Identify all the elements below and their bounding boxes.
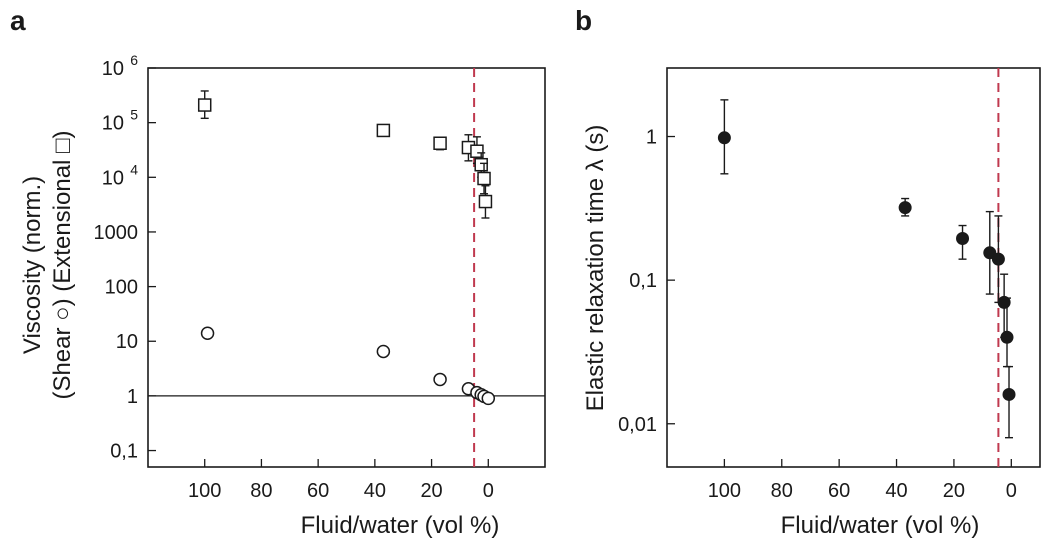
panel-b-y-axis-label: Elastic relaxation time λ (s): [582, 125, 609, 412]
panel-a-y-tick-label: 10: [102, 58, 124, 80]
panel-b-relaxation-point: [1003, 388, 1015, 400]
panel-a-extensional-point: [478, 173, 490, 185]
panel-a-y-tick-label: 100: [105, 277, 138, 299]
panel-a-x-tick-label: 60: [307, 480, 329, 502]
panel-a-extensional-point: [377, 124, 389, 136]
panel-label-b: b: [575, 5, 592, 36]
panel-b-relaxation-point: [957, 232, 969, 244]
panel-a-y-tick-label: 1000: [94, 222, 139, 244]
panel-a-y-tick-label: 10: [102, 167, 124, 189]
panel-a-x-tick-label: 20: [420, 480, 442, 502]
panel-a-y-tick-exponent: 5: [130, 107, 138, 123]
panel-a-x-tick-label: 40: [364, 480, 386, 502]
panel-a-plot-frame: [148, 68, 545, 467]
panel-a-extensional-point: [434, 137, 446, 149]
panel-a-shear-point: [482, 392, 494, 404]
panel-b-x-tick-label: 80: [771, 480, 793, 502]
panel-a-y-axis-label-line2: (Shear ○) (Extensional □): [49, 130, 76, 399]
panel-a-x-axis-label: Fluid/water (vol %): [301, 512, 500, 539]
panel-b-x-tick-label: 0: [1006, 480, 1017, 502]
panel-b-y-tick-label: 0,01: [618, 414, 657, 436]
panel-b-plot: 100 80 60 40 20 0 0,01 0,1 1: [618, 68, 1040, 502]
panel-a-extensional-point: [199, 99, 211, 111]
panel-b-x-axis-label: Fluid/water (vol %): [781, 512, 980, 539]
panel-a-shear-point: [377, 345, 389, 357]
panel-b-relaxation-point: [992, 253, 1004, 265]
panel-a-shear-point: [434, 373, 446, 385]
panel-a-y-axis-label-line1: Viscosity (norm.): [19, 176, 46, 354]
panel-a-y-tick-label: 10: [116, 331, 138, 353]
panel-a-y-tick-label: 1: [127, 386, 138, 408]
panel-b-relaxation-point: [899, 202, 911, 214]
panel-b-x-tick-label: 100: [708, 480, 741, 502]
panel-b-plot-frame: [667, 68, 1040, 467]
panel-label-a: a: [10, 5, 26, 36]
panel-b-x-tick-label: 60: [828, 480, 850, 502]
panel-a-x-tick-label: 100: [188, 480, 221, 502]
panel-b-y-tick-label: 1: [646, 127, 657, 149]
panel-a-x-tick-label: 0: [483, 480, 494, 502]
panel-a-y-tick-label: 0,1: [110, 441, 138, 463]
panel-a-extensional-point: [479, 196, 491, 208]
panel-a-plot: 100 80 60 40 20 0 0,1 1 10 100 1000 10 4 10 5 10 6: [94, 52, 546, 502]
panel-a-y-tick-label: 10: [102, 113, 124, 135]
panel-b-x-tick-label: 40: [885, 480, 907, 502]
panel-a-x-tick-label: 80: [250, 480, 272, 502]
panel-a-y-tick-exponent: 6: [130, 52, 138, 68]
panel-a-shear-point: [202, 327, 214, 339]
panel-a-extensional-point: [475, 159, 487, 171]
panel-b-relaxation-point: [718, 132, 730, 144]
panel-a-y-tick-exponent: 4: [130, 161, 138, 177]
panel-b-x-tick-label: 20: [943, 480, 965, 502]
panel-b-relaxation-point: [1001, 331, 1013, 343]
panel-b-y-tick-label: 0,1: [629, 270, 657, 292]
